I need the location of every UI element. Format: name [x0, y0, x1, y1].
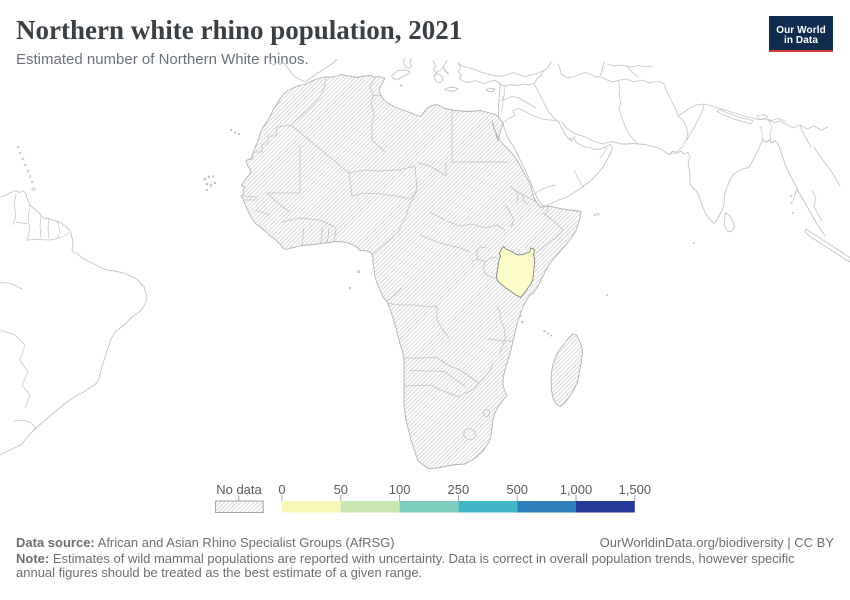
- svg-text:0: 0: [278, 482, 285, 497]
- svg-text:50: 50: [334, 482, 348, 497]
- svg-text:500: 500: [506, 482, 528, 497]
- svg-text:No data: No data: [216, 482, 262, 497]
- svg-text:1,000: 1,000: [560, 482, 593, 497]
- svg-text:250: 250: [448, 482, 470, 497]
- svg-text:1,500: 1,500: [619, 482, 652, 497]
- svg-text:100: 100: [389, 482, 411, 497]
